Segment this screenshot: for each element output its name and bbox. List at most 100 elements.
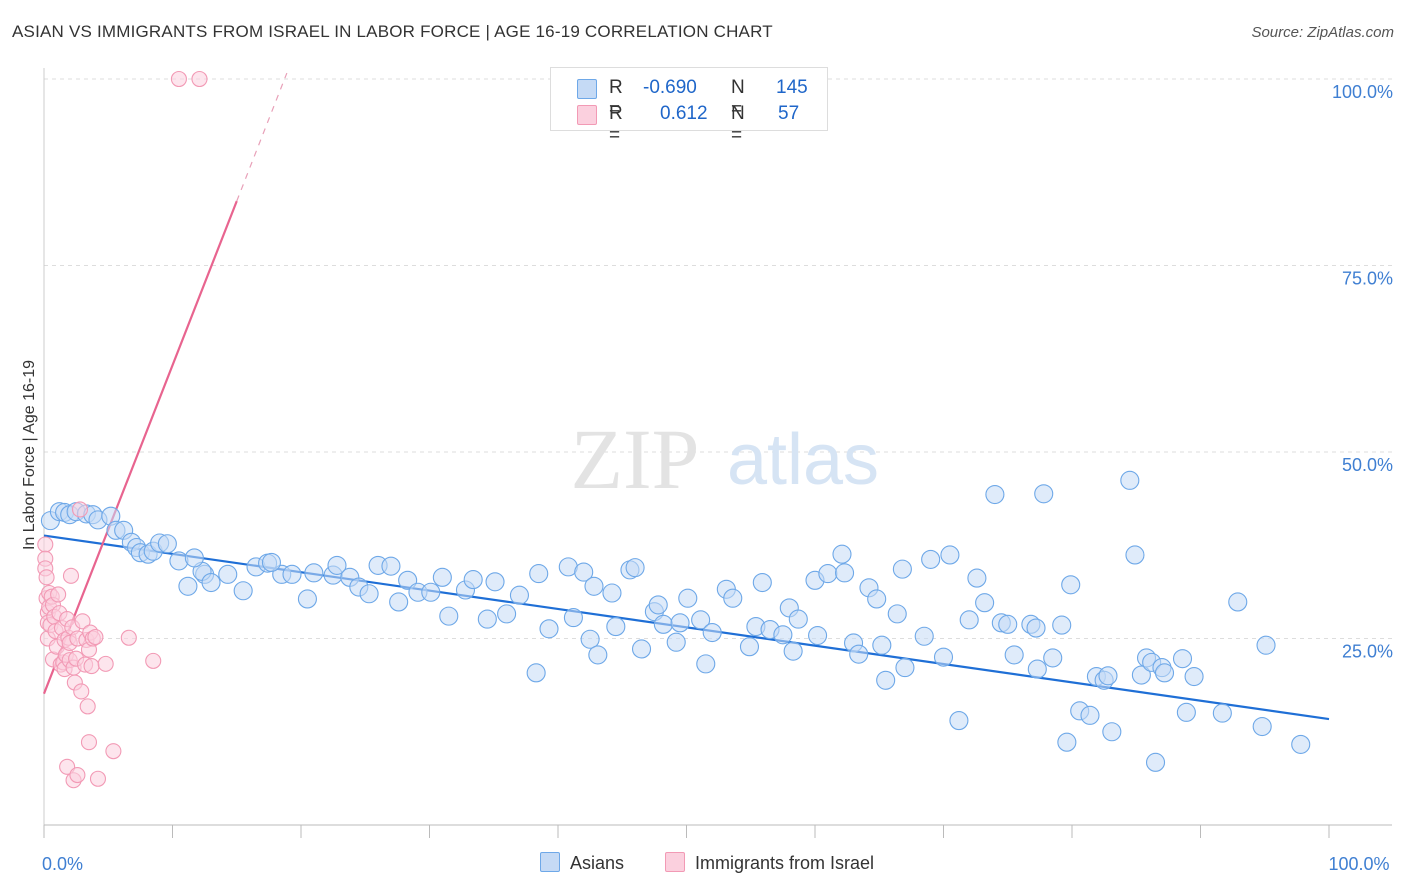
legend-n-label: N =	[731, 103, 745, 146]
point-israel	[105, 743, 122, 760]
point-israel	[89, 770, 107, 787]
point-asians	[808, 625, 828, 646]
point-asians	[702, 622, 722, 643]
y-tick-label: 75.0%	[1342, 269, 1393, 289]
grid-lines	[44, 78, 1392, 639]
point-asians	[818, 564, 838, 584]
point-asians	[178, 576, 198, 596]
point-asians	[696, 654, 716, 674]
point-asians	[432, 567, 452, 587]
source-label: Source: ZipAtlas.com	[1251, 24, 1394, 41]
point-asians	[184, 548, 204, 568]
trend-line-1	[42, 200, 238, 695]
point-asians	[1291, 734, 1311, 754]
point-asians	[497, 604, 517, 624]
point-asians	[670, 613, 690, 633]
x-tick-label: 100.0%	[1328, 854, 1389, 874]
point-asians	[985, 484, 1005, 505]
legend-n-value: 145	[776, 77, 808, 98]
point-israel	[74, 613, 91, 630]
point-asians	[998, 614, 1018, 634]
point-asians	[304, 563, 324, 583]
point-asians	[914, 626, 934, 646]
point-asians	[872, 635, 892, 655]
point-asians	[1080, 705, 1100, 725]
bottom-legend-asians: Asians	[540, 852, 624, 874]
y-tick-label: 25.0%	[1342, 642, 1393, 662]
y-tick-label: 100.0%	[1332, 82, 1393, 102]
point-asians	[1172, 649, 1193, 669]
watermark-atlas: atlas	[727, 420, 879, 500]
point-asians	[895, 658, 915, 678]
point-asians	[849, 644, 869, 664]
point-israel	[38, 569, 55, 586]
point-asians	[157, 534, 177, 554]
point-asians	[1098, 666, 1118, 686]
point-israel	[50, 586, 67, 603]
x-tick-label: 0.0%	[42, 854, 83, 874]
point-asians	[526, 663, 546, 683]
point-israel	[37, 536, 54, 553]
point-asians	[1252, 716, 1272, 737]
point-asians	[477, 609, 497, 629]
point-asians	[1176, 702, 1196, 722]
point-asians	[1102, 722, 1122, 742]
point-asians	[752, 572, 772, 593]
point-asians	[509, 585, 530, 605]
point-israel	[191, 70, 208, 88]
tick-labels: 25.0% 50.0% 75.0% 100.0% 0.0% 100.0%	[42, 82, 1393, 874]
point-asians	[1061, 575, 1081, 595]
point-asians	[169, 551, 189, 571]
point-asians	[648, 595, 668, 615]
point-asians	[940, 545, 960, 565]
point-asians	[1228, 592, 1248, 612]
point-asians	[327, 555, 347, 575]
bottom-legend-swatch-israel	[665, 852, 685, 872]
point-israel	[73, 683, 90, 700]
point-asians	[832, 544, 852, 564]
point-asians	[892, 559, 912, 579]
point-asians	[631, 639, 652, 659]
point-israel	[97, 655, 114, 672]
point-asians	[381, 556, 401, 576]
point-asians	[1052, 615, 1072, 635]
point-asians	[1256, 635, 1276, 655]
point-asians	[887, 604, 907, 624]
point-asians	[485, 572, 505, 592]
point-asians	[1027, 659, 1047, 679]
watermark-zip: ZIP	[571, 411, 700, 507]
point-israel	[83, 658, 100, 675]
point-asians	[588, 645, 608, 665]
point-asians	[773, 625, 793, 645]
trend-line-dashed-1	[236, 72, 288, 202]
point-asians	[1057, 732, 1077, 752]
y-axis-label: In Labor Force | Age 16-19	[21, 359, 38, 551]
point-asians	[389, 592, 409, 612]
point-israel	[87, 628, 104, 646]
point-asians	[625, 558, 645, 578]
point-asians	[421, 582, 441, 602]
point-asians	[1043, 648, 1063, 668]
point-asians	[463, 570, 483, 590]
point-asians	[580, 629, 600, 649]
correlation-legend: R = -0.690 N = 145 R = 0.612 N = 57	[550, 67, 828, 146]
point-asians	[783, 641, 803, 661]
point-asians	[233, 581, 253, 601]
point-asians	[949, 711, 969, 731]
point-asians	[1154, 663, 1175, 683]
point-israel	[79, 698, 96, 715]
legend-n-value: 57	[778, 103, 800, 124]
point-asians	[1125, 545, 1145, 565]
point-asians	[606, 617, 626, 637]
point-israel	[170, 70, 187, 88]
point-asians	[1184, 666, 1204, 687]
point-asians	[666, 632, 686, 652]
legend-r-value: -0.690	[643, 77, 697, 98]
bottom-legend-israel: Immigrants from Israel	[665, 852, 874, 874]
point-asians	[261, 552, 281, 572]
point-asians	[975, 593, 995, 613]
point-asians	[959, 610, 979, 630]
y-tick-label: 50.0%	[1342, 455, 1393, 475]
point-israel	[80, 734, 98, 751]
